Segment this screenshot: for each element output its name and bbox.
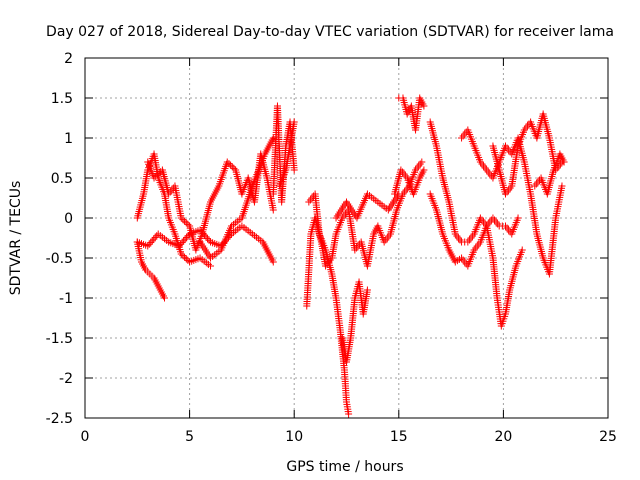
data-point (145, 240, 153, 248)
data-point (151, 233, 159, 241)
chart-title: Day 027 of 2018, Sidereal Day-to-day VTE… (46, 24, 614, 40)
data-point (150, 235, 158, 243)
data-point (150, 174, 158, 182)
x-tick-label: 20 (494, 429, 512, 445)
data-point (152, 172, 160, 180)
data-point (182, 219, 190, 227)
data-point (153, 171, 161, 179)
data-point (202, 233, 210, 241)
y-tick-label: 0.5 (51, 171, 73, 187)
data-point (223, 158, 231, 166)
data-point (181, 253, 189, 261)
data-point (558, 182, 566, 190)
data-points (133, 94, 568, 418)
data-point (160, 294, 168, 302)
data-point (175, 242, 183, 250)
data-point (204, 235, 212, 243)
data-point (178, 239, 186, 247)
data-point (363, 286, 371, 294)
data-point (147, 239, 155, 247)
data-point (177, 214, 185, 222)
data-point (177, 250, 185, 258)
y-tick-label: 2 (64, 51, 73, 67)
y-tick-label: 0 (64, 211, 73, 227)
y-tick-label: 1 (64, 131, 73, 147)
y-tick-label: -1.5 (46, 331, 73, 347)
data-point (518, 246, 526, 254)
data-point (179, 252, 187, 260)
y-tick-label: -2 (59, 371, 73, 387)
data-point (269, 258, 277, 266)
y-tick-label: -0.5 (46, 251, 73, 267)
data-point (183, 233, 191, 241)
data-point (144, 242, 152, 250)
data-point (181, 217, 189, 225)
data-point (418, 158, 426, 166)
y-tick-label: -1 (59, 291, 73, 307)
x-tick-label: 5 (185, 429, 194, 445)
data-point (182, 255, 190, 263)
data-point (225, 160, 233, 168)
x-tick-label: 10 (285, 429, 303, 445)
data-point (181, 235, 189, 243)
plot-frame (84, 57, 609, 419)
data-point (148, 237, 156, 245)
data-point (184, 256, 192, 264)
data-point (560, 158, 568, 166)
x-tick-label: 15 (390, 429, 408, 445)
data-point (177, 240, 185, 248)
data-point (345, 410, 353, 418)
data-point (207, 262, 215, 270)
data-point (514, 214, 522, 222)
x-tick-label: 25 (599, 429, 617, 445)
y-tick-label: 1.5 (51, 91, 73, 107)
data-point (230, 164, 238, 172)
data-point (227, 161, 235, 169)
y-tick-label: -2.5 (46, 411, 73, 427)
data-point (179, 216, 187, 224)
data-point (184, 232, 192, 240)
data-point (290, 118, 298, 126)
data-point (269, 206, 277, 214)
data-point (420, 166, 428, 174)
data-point (205, 236, 213, 244)
data-point (155, 169, 163, 177)
data-point (228, 163, 236, 171)
data-point (180, 237, 188, 245)
data-point (420, 102, 428, 110)
x-tick-label: 0 (81, 429, 90, 445)
data-point (184, 220, 192, 228)
data-point (290, 166, 298, 174)
axis-ticks: 0 5 10 15 20 25 -2.5 -2 -1.5 -1 -0.5 0 0.5 1 1.5 2 (46, 51, 617, 445)
x-axis-label: GPS time / hours (286, 459, 403, 475)
y-axis-label: SDTVAR / TECUs (8, 181, 24, 296)
